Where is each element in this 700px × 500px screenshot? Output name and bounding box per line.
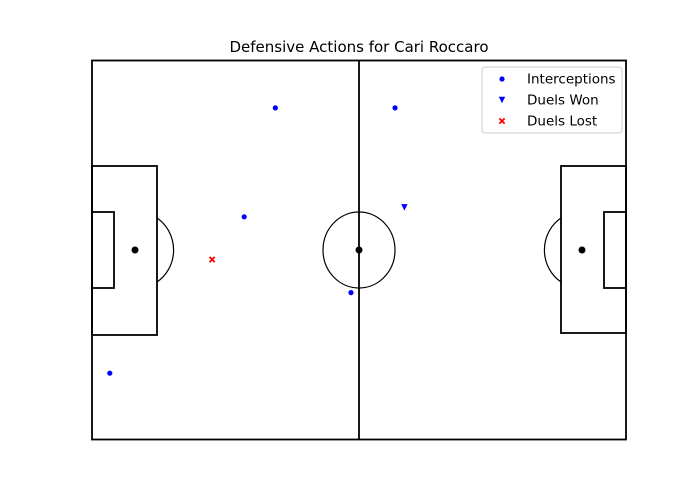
legend-marker-interceptions [499, 76, 505, 82]
legend-marker-duels-won [498, 96, 506, 104]
interceptions-point [241, 214, 247, 220]
right-penalty-arc [543, 217, 562, 283]
pitch [91, 59, 627, 441]
interceptions-point [348, 290, 354, 296]
center-circle [322, 211, 396, 289]
legend: Interceptions Duels Won Duels Lost [481, 66, 623, 134]
interceptions-point [107, 370, 113, 376]
legend-label-duels-won: Duels Won [527, 93, 599, 109]
legend-box [481, 66, 623, 134]
duels-won-point [401, 204, 408, 211]
interceptions-point [392, 105, 398, 111]
interceptions-point [272, 105, 278, 111]
left-penalty-area [91, 165, 158, 336]
center-spot [355, 246, 363, 254]
legend-marker-duels-lost [498, 117, 506, 125]
right-penalty-area [560, 165, 627, 334]
right-six-yard-box [603, 211, 627, 289]
duels-lost-point [208, 256, 216, 263]
data-points [107, 105, 408, 376]
left-penalty-spot [131, 246, 139, 254]
legend-label-duels-lost: Duels Lost [527, 114, 597, 130]
left-penalty-arc [156, 217, 175, 283]
right-penalty-spot [578, 246, 586, 254]
chart-title: Defensive Actions for Cari Roccaro [230, 38, 489, 56]
left-six-yard-box [91, 211, 115, 289]
legend-label-interceptions: Interceptions [527, 72, 616, 88]
